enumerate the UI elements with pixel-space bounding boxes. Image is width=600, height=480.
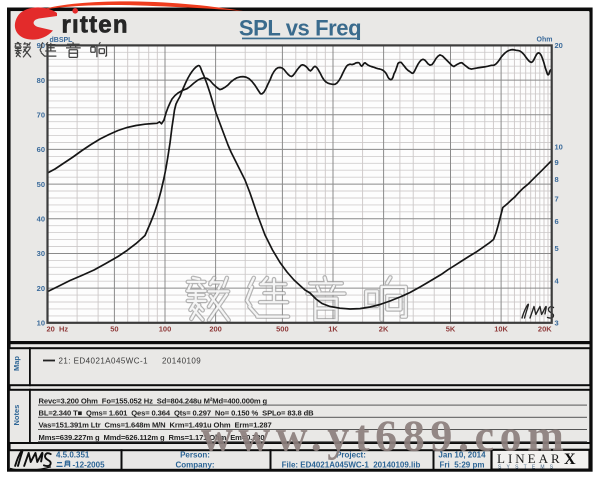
svg-text:www.yt689.com: www.yt689.com	[201, 412, 570, 461]
svg-text:40: 40	[37, 215, 45, 224]
svg-text:20K: 20K	[538, 324, 552, 333]
svg-text:Person:: Person:	[180, 451, 210, 460]
svg-text:20140109: 20140109	[162, 356, 201, 365]
svg-text:Jan 10, 2014: Jan 10, 2014	[438, 451, 486, 460]
svg-text:10: 10	[555, 143, 563, 152]
svg-text:90: 90	[37, 41, 45, 50]
svg-text:LINEAR: LINEAR	[497, 451, 563, 466]
svg-text:dBSPL: dBSPL	[50, 37, 74, 44]
svg-text:9: 9	[555, 158, 559, 167]
svg-text:1K: 1K	[328, 324, 338, 333]
svg-text:Project:: Project:	[336, 451, 366, 460]
svg-text:10: 10	[37, 319, 45, 328]
svg-text:Company:: Company:	[175, 461, 214, 470]
svg-text:rıtten: rıtten	[62, 12, 129, 39]
svg-text:BL=2.340 T■ Qms= 1.601 Qes=: BL=2.340 T■ Qms= 1.601 Qes= 0.364 Qts= 0…	[39, 409, 315, 418]
svg-text:100: 100	[159, 324, 172, 333]
svg-text:50: 50	[110, 324, 118, 333]
svg-text:21: ED4021A045WC-1: 21: ED4021A045WC-1	[59, 356, 149, 365]
svg-text:5K: 5K	[446, 324, 456, 333]
svg-text:60: 60	[37, 145, 45, 154]
svg-text:20 Hz: 20 Hz	[47, 324, 69, 333]
svg-text:6: 6	[555, 217, 559, 226]
svg-text:200: 200	[209, 324, 222, 333]
svg-text:Vas=151.391m Ltr Cms=1.648m M: Vas=151.391m Ltr Cms=1.648m M/N Krm=1.49…	[39, 421, 272, 430]
svg-text:7: 7	[555, 195, 559, 204]
svg-text:20: 20	[555, 41, 563, 50]
svg-text:4: 4	[555, 277, 560, 286]
svg-text:3: 3	[555, 319, 559, 328]
svg-text:Mms=639.227m g Mmd=626.112m g: Mms=639.227m g Mmd=626.112m g Rms=1.171 …	[39, 433, 265, 442]
svg-text:2K: 2K	[379, 324, 389, 333]
svg-text:30: 30	[37, 249, 45, 258]
svg-text:50: 50	[37, 180, 45, 189]
svg-text:SPL vs Freq: SPL vs Freq	[239, 16, 361, 41]
svg-text:4.5.0.351: 4.5.0.351	[56, 451, 90, 460]
svg-text:File: ED4021A045WC-1 20140109: File: ED4021A045WC-1 20140109.lib	[282, 461, 421, 470]
svg-text:80: 80	[37, 76, 45, 85]
svg-text:Notes: Notes	[12, 405, 21, 426]
svg-text:5: 5	[555, 244, 559, 253]
svg-text:Revc=3.200 Ohm Fo=155.052 Hz: Revc=3.200 Ohm Fo=155.052 Hz Sd=804.248u…	[39, 396, 268, 405]
svg-text:Ohm: Ohm	[537, 37, 553, 44]
svg-text:Map: Map	[12, 356, 21, 371]
svg-text:SYSTEMS: SYSTEMS	[498, 465, 558, 471]
svg-text:Fri 5:29 pm: Fri 5:29 pm	[440, 461, 485, 470]
svg-text:500: 500	[276, 324, 289, 333]
svg-text:10K: 10K	[494, 324, 508, 333]
svg-text:8: 8	[555, 175, 559, 184]
svg-text:70: 70	[37, 111, 45, 120]
svg-text:20: 20	[37, 284, 45, 293]
svg-text:X: X	[564, 451, 576, 468]
svg-text:-12-2005: -12-2005	[73, 461, 106, 470]
